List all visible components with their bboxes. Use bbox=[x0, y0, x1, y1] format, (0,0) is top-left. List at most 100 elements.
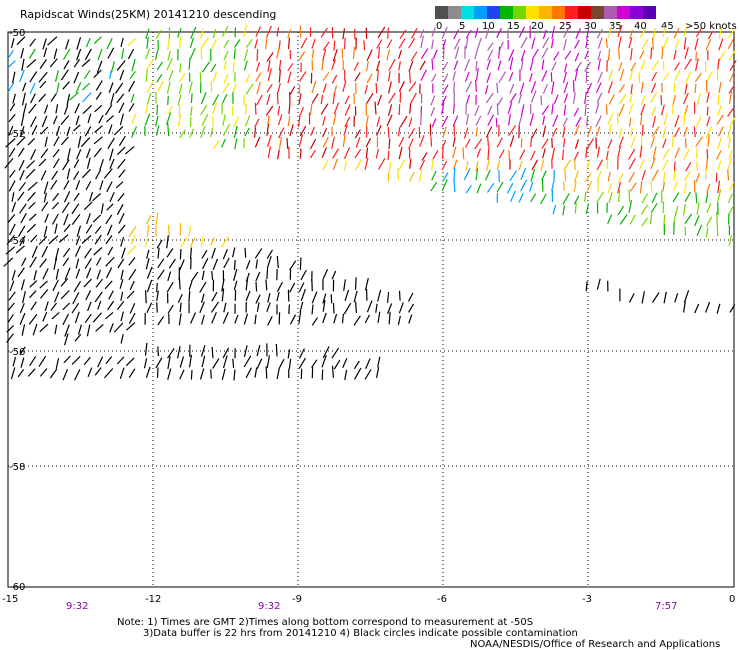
wind-barb bbox=[407, 292, 414, 302]
wind-barb bbox=[388, 138, 391, 150]
wind-barb bbox=[188, 81, 193, 94]
wind-barb bbox=[83, 278, 92, 288]
wind-barb bbox=[168, 69, 174, 81]
wind-barb bbox=[27, 137, 36, 146]
wind-barb bbox=[267, 59, 271, 72]
wind-barb bbox=[617, 24, 623, 38]
wind-barb bbox=[55, 104, 59, 114]
wind-barb bbox=[683, 92, 689, 105]
wind-barb bbox=[476, 183, 482, 194]
wind-barb bbox=[377, 46, 381, 59]
wind-barb bbox=[167, 271, 172, 281]
wind-barb bbox=[40, 126, 49, 135]
wind-barb bbox=[234, 314, 239, 324]
wind-barb bbox=[717, 105, 722, 116]
wind-barb bbox=[331, 365, 334, 378]
wind-barb bbox=[641, 124, 644, 136]
wind-barb bbox=[618, 189, 621, 203]
wind-barb bbox=[674, 40, 680, 50]
wind-barb bbox=[409, 92, 417, 105]
wind-barb bbox=[717, 94, 720, 106]
wind-barb bbox=[106, 38, 113, 50]
wind-barb bbox=[453, 38, 461, 50]
wind-barb bbox=[453, 159, 458, 170]
wind-barb bbox=[695, 58, 699, 72]
wind-barb bbox=[288, 102, 291, 115]
wind-barb bbox=[650, 136, 656, 148]
wind-barb bbox=[156, 61, 164, 71]
wind-barb bbox=[705, 301, 711, 313]
wind-barb bbox=[12, 356, 17, 367]
wind-barb bbox=[157, 269, 165, 280]
wind-barb bbox=[222, 123, 231, 136]
wind-barb bbox=[245, 277, 249, 291]
wind-barb bbox=[408, 117, 413, 128]
wind-barb bbox=[210, 80, 213, 93]
wind-barb bbox=[200, 47, 203, 61]
wind-barb bbox=[145, 290, 147, 304]
wind-barb bbox=[387, 291, 390, 303]
wind-barb bbox=[156, 282, 158, 293]
wind-barb bbox=[508, 125, 517, 137]
wind-barb bbox=[179, 369, 185, 380]
wind-barb bbox=[342, 28, 346, 40]
wind-barb bbox=[43, 192, 47, 203]
wind-barb bbox=[309, 149, 316, 159]
wind-barb bbox=[81, 168, 91, 179]
wind-barb bbox=[727, 169, 730, 181]
wind-barb bbox=[276, 255, 279, 269]
wind-barb bbox=[73, 124, 81, 132]
wind-barb bbox=[92, 193, 102, 202]
wind-barb bbox=[442, 61, 449, 72]
wind-barb bbox=[145, 366, 151, 378]
wind-barb bbox=[41, 201, 49, 212]
wind-barb bbox=[243, 345, 248, 358]
wind-barb bbox=[84, 48, 92, 61]
wind-barb bbox=[200, 236, 204, 247]
wind-barb bbox=[662, 26, 667, 38]
wind-barb bbox=[28, 103, 37, 114]
wind-barb bbox=[343, 124, 348, 136]
wind-barb bbox=[51, 201, 60, 210]
wind-barb bbox=[309, 103, 313, 116]
wind-barb bbox=[95, 169, 102, 180]
wind-barb bbox=[131, 59, 136, 72]
wind-barb bbox=[232, 61, 235, 73]
wind-barb bbox=[366, 73, 373, 84]
wind-barb bbox=[332, 158, 338, 171]
wind-barb bbox=[60, 115, 70, 126]
wind-barb bbox=[232, 247, 236, 258]
wind-barb bbox=[673, 170, 676, 181]
wind-barb bbox=[530, 90, 537, 103]
wind-barb bbox=[255, 281, 258, 292]
wind-barb bbox=[375, 367, 380, 379]
wind-barb bbox=[694, 38, 699, 51]
wind-barb bbox=[298, 114, 301, 127]
wind-barb bbox=[18, 181, 26, 192]
wind-barb bbox=[399, 29, 407, 40]
wind-barb bbox=[728, 234, 732, 247]
wind-barb bbox=[322, 346, 330, 359]
wind-barb bbox=[156, 290, 159, 301]
legend-swatch bbox=[500, 6, 513, 19]
wind-barb bbox=[540, 95, 543, 106]
wind-barb bbox=[244, 127, 250, 137]
wind-barb bbox=[298, 51, 306, 61]
wind-barb bbox=[243, 355, 252, 368]
wind-barb bbox=[341, 313, 344, 324]
wind-barb bbox=[421, 152, 428, 161]
wind-barb bbox=[608, 124, 612, 136]
wind-barb bbox=[38, 158, 47, 167]
wind-barb bbox=[48, 235, 59, 245]
wind-barb bbox=[40, 289, 49, 299]
wind-barb bbox=[27, 191, 36, 202]
wind-barb bbox=[43, 225, 48, 238]
wind-barb bbox=[311, 48, 315, 59]
wind-barb bbox=[38, 93, 47, 103]
wind-barb bbox=[200, 92, 207, 105]
legend-label: 15 bbox=[507, 21, 520, 32]
wind-barb bbox=[277, 114, 283, 126]
wind-barb bbox=[366, 300, 373, 313]
wind-barb bbox=[109, 148, 114, 161]
wind-barb bbox=[146, 225, 150, 237]
